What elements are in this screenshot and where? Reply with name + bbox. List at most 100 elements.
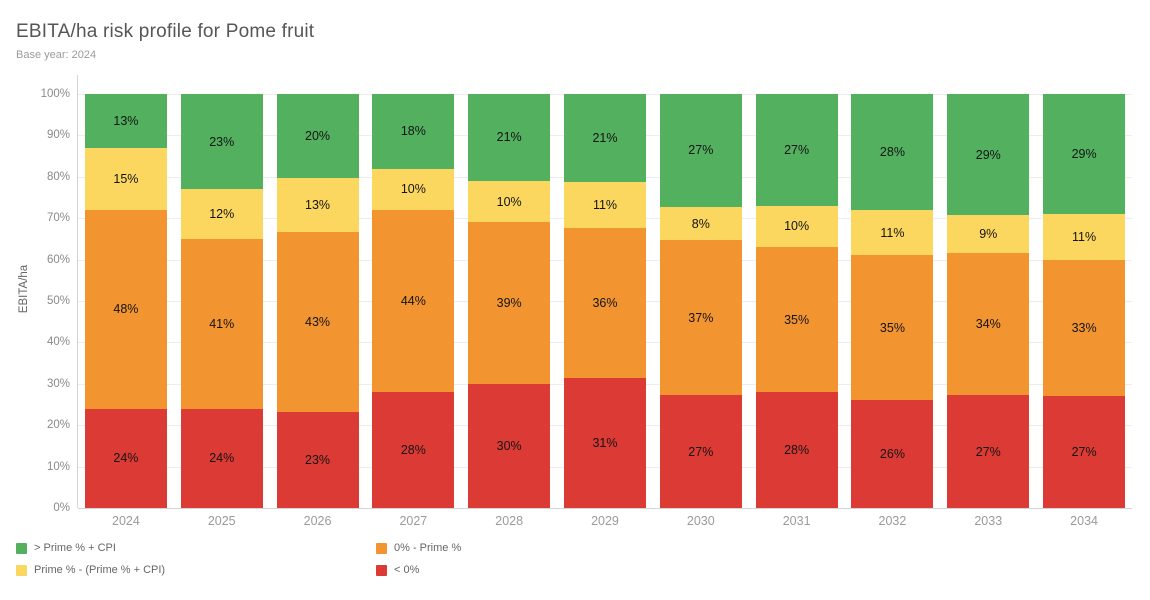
bar-segment[interactable]: 18% [372, 94, 455, 169]
bar-segment[interactable]: 39% [468, 222, 551, 384]
bar-cell-2031: 27% 10% 35% 28% 2031 [749, 94, 845, 528]
bar-segment[interactable]: 24% [180, 408, 263, 508]
y-axis-tick-label: 70% [46, 212, 70, 225]
bar-segment[interactable]: 34% [947, 252, 1030, 396]
bar-segment[interactable]: 28% [755, 392, 838, 508]
bar-segment[interactable]: 10% [468, 180, 551, 223]
bar-segment[interactable]: 29% [1043, 94, 1126, 215]
bar-segment[interactable]: 27% [659, 94, 742, 207]
bar-segment[interactable]: 23% [180, 94, 263, 190]
chart-title: EBITA/ha risk profile for Pome fruit [16, 21, 315, 42]
bar-2024: 13% 15% 48% 24% [84, 94, 167, 508]
chart-subtitle: Base year: 2024 [16, 49, 97, 61]
bar-segment[interactable]: 41% [180, 238, 263, 409]
bar-segment[interactable]: 36% [563, 227, 646, 379]
bar-2032: 28% 11% 35% 26% [851, 94, 934, 508]
bar-segment[interactable]: 43% [276, 231, 359, 412]
bar-2034: 29% 11% 33% 27% [1043, 94, 1126, 508]
legend-item[interactable]: 0% - Prime % [376, 537, 461, 559]
bar-segment[interactable]: 23% [276, 411, 359, 508]
bar-segment-value-label: 39% [496, 296, 522, 311]
bar-2029: 21% 11% 36% 31% [563, 94, 646, 508]
legend-item-label: < 0% [394, 564, 420, 576]
x-axis-line [78, 508, 1132, 509]
x-axis-tick-label: 2030 [686, 514, 715, 528]
legend-item[interactable]: < 0% [376, 559, 461, 581]
bar-2030: 27% 8% 37% 27% [659, 94, 742, 508]
bar-segment-value-label: 10% [400, 182, 426, 197]
bar-segment[interactable]: 27% [1043, 396, 1126, 508]
bar-segment[interactable]: 21% [468, 94, 551, 181]
bar-segment-value-label: 24% [113, 451, 139, 466]
bar-segment[interactable]: 11% [563, 181, 646, 228]
bar-segment-value-label: 15% [113, 171, 139, 186]
bar-segment[interactable]: 20% [276, 94, 359, 178]
legend: > Prime % + CPI Prime % - (Prime % + CPI)… [0, 537, 1150, 587]
bar-cell-2030: 27% 8% 37% 27% 2030 [653, 94, 749, 528]
legend-item[interactable]: > Prime % + CPI [16, 537, 165, 559]
bar-segment-value-label: 10% [784, 219, 810, 234]
legend-item[interactable]: Prime % - (Prime % + CPI) [16, 559, 165, 581]
bar-cell-2029: 21% 11% 36% 31% 2029 [557, 94, 653, 528]
bar-2031: 27% 10% 35% 28% [755, 94, 838, 508]
bar-segment[interactable]: 29% [947, 94, 1030, 216]
bar-segment[interactable]: 48% [84, 209, 167, 409]
x-axis-tick-label: 2032 [878, 514, 907, 528]
x-axis-tick-label: 2031 [782, 514, 811, 528]
bar-segment-value-label: 27% [975, 444, 1001, 459]
bar-segment-value-label: 44% [400, 293, 426, 308]
x-axis-tick-label: 2024 [112, 514, 140, 528]
bar-segment[interactable]: 30% [468, 383, 551, 508]
y-axis-tick-label: 90% [46, 129, 70, 142]
y-axis-tick-label: 40% [46, 336, 70, 349]
bar-segment-value-label: 29% [975, 147, 1001, 162]
bar-cell-2028: 21% 10% 39% 30% 2028 [461, 94, 557, 528]
bar-segment-value-label: 23% [209, 134, 235, 149]
bar-segment[interactable]: 28% [372, 392, 455, 508]
bar-segment[interactable]: 10% [372, 168, 455, 210]
x-axis-tick-label: 2025 [207, 514, 236, 528]
legend-swatch [16, 542, 27, 554]
bar-segment[interactable]: 9% [947, 215, 1030, 253]
plot-area: 13% 15% 48% 24% 2024 23% 12% 41% 24% 2025 20% 13% 43… [78, 94, 1132, 528]
bar-segment-value-label: 18% [400, 124, 426, 139]
bar-segment[interactable]: 27% [947, 395, 1030, 508]
bar-cell-2033: 29% 9% 34% 27% 2033 [940, 94, 1036, 528]
bar-segment-value-label: 21% [496, 130, 522, 145]
bar-segment[interactable]: 28% [851, 94, 934, 210]
legend-column-1: > Prime % + CPI Prime % - (Prime % + CPI) [16, 537, 165, 581]
bar-segment-value-label: 10% [496, 194, 522, 209]
bar-segment[interactable]: 31% [563, 378, 646, 508]
legend-item-label: > Prime % + CPI [34, 542, 116, 554]
bar-segment[interactable]: 27% [755, 94, 838, 206]
bar-segment[interactable]: 11% [1043, 214, 1126, 260]
bar-segment[interactable]: 8% [659, 206, 742, 241]
x-axis-tick-label: 2027 [399, 514, 428, 528]
bar-segment[interactable]: 24% [84, 408, 167, 508]
bar-segment[interactable]: 21% [563, 94, 646, 182]
bar-segment[interactable]: 13% [84, 94, 167, 148]
bar-segment-value-label: 28% [879, 144, 905, 159]
bar-segment-value-label: 27% [688, 444, 714, 459]
bar-segment[interactable]: 11% [851, 209, 934, 256]
bar-segment[interactable]: 35% [851, 255, 934, 401]
bar-segment-value-label: 27% [688, 143, 714, 158]
bar-segment-value-label: 11% [592, 197, 618, 212]
bar-segment[interactable]: 44% [372, 209, 455, 393]
bar-segment[interactable]: 27% [659, 395, 742, 508]
bar-segment-value-label: 11% [1072, 229, 1097, 244]
bar-segment[interactable]: 33% [1043, 259, 1126, 397]
bar-segment[interactable]: 10% [755, 205, 838, 248]
bar-segment[interactable]: 12% [180, 189, 263, 239]
bar-segment-value-label: 13% [113, 113, 139, 128]
bar-segment[interactable]: 37% [659, 240, 742, 396]
bar-segment[interactable]: 15% [84, 147, 167, 210]
bar-segment[interactable]: 26% [851, 400, 934, 508]
bar-segment-value-label: 28% [784, 443, 810, 457]
bar-segment-value-label: 31% [592, 436, 618, 451]
bar-segment-value-label: 27% [1071, 445, 1097, 460]
bar-segment-value-label: 8% [691, 216, 710, 231]
bar-segment[interactable]: 35% [755, 247, 838, 393]
bar-segment[interactable]: 13% [276, 177, 359, 232]
